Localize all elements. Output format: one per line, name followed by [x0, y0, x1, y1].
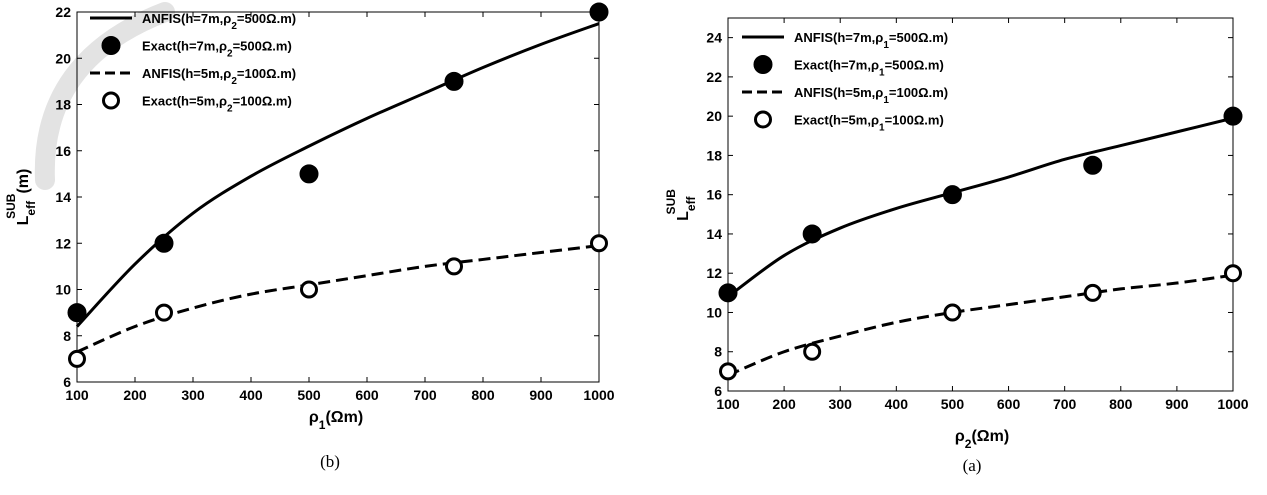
data-point-exact-h5: [943, 303, 962, 322]
x-tick-label: 900: [529, 387, 553, 403]
y-tick-label: 22: [55, 4, 71, 20]
legend: ANFIS(h=7m,ρ1=500Ω.m) Exact(h=7m,ρ1=500Ω.…: [742, 30, 948, 133]
y-tick-label: 8: [63, 328, 71, 344]
y-tick-label: 12: [55, 235, 71, 251]
y-tick-label: 18: [706, 147, 722, 163]
legend-entry-label: Exact(h=5m,ρ2=100Ω.m): [142, 94, 292, 115]
data-point-exact-h5: [803, 342, 822, 361]
data-point-exact-h5: [300, 280, 318, 299]
legend-marker-swatch: [101, 36, 121, 55]
x-tick-label: 200: [123, 387, 147, 403]
chart-panel-a: 100 200 300 400 500 600 700 800 900 1000 6 8 10 12 14 1…: [664, 17, 1249, 475]
legend-marker-swatch: [753, 55, 773, 74]
data-point-exact-h7: [154, 233, 174, 253]
x-tick-label: 300: [829, 396, 853, 412]
x-tick-label: 400: [885, 396, 909, 412]
data-point-exact-h7: [67, 303, 87, 323]
series-line-anfis-h5: [727, 273, 1234, 377]
data-point-exact-h5: [68, 349, 86, 368]
data-point-exact-h7: [444, 71, 464, 91]
y-tick-label: 10: [55, 282, 71, 298]
series-line-anfis-h5: [76, 244, 600, 354]
data-point-exact-h5: [1224, 264, 1242, 283]
x-tick-label: 400: [239, 387, 263, 403]
data-point-exact-h5: [590, 234, 608, 253]
x-tick-label: 800: [1109, 396, 1133, 412]
x-tick-label: 1000: [583, 387, 614, 403]
y-tick-label: 22: [706, 69, 722, 85]
data-point-exact-h5: [445, 257, 463, 276]
data-point-exact-h5: [155, 303, 173, 322]
y-tick-label: 20: [55, 50, 71, 66]
x-tick-label: 900: [1165, 396, 1189, 412]
panel-caption: (b): [320, 452, 340, 471]
legend-marker-swatch: [102, 91, 120, 110]
x-tick-label: 100: [65, 387, 89, 403]
data-point-exact-h7: [718, 283, 738, 303]
y-tick-label: 18: [55, 97, 71, 113]
y-axis-label: LeffSUB(m): [4, 169, 38, 226]
data-point-exact-h7: [942, 185, 962, 205]
x-tick-label: 800: [471, 387, 495, 403]
data-point-exact-h7: [1223, 106, 1243, 126]
y-axis-label: LeffSUB: [664, 189, 698, 221]
watermark-arc: [34, 2, 175, 190]
legend-entry-label: ANFIS(h=5m,ρ1=100Ω.m): [794, 85, 948, 106]
data-point-exact-h7: [589, 2, 609, 22]
data-point-exact-h5: [1083, 283, 1102, 302]
x-tick-label: 300: [181, 387, 205, 403]
y-tick-label: 10: [706, 304, 722, 320]
y-tick-label: 14: [55, 189, 71, 205]
legend-entry-label: ANFIS(h=5m,ρ2=100Ω.m): [142, 66, 296, 87]
legend-entry-label: ANFIS(h=7m,ρ2=500Ω.m): [142, 11, 296, 32]
y-tick-label: 6: [63, 374, 71, 390]
legend-entry-label: Exact(h=5m,ρ1=100Ω.m): [794, 113, 944, 134]
x-tick-label: 500: [297, 387, 321, 403]
x-tick-label: 700: [413, 387, 437, 403]
data-point-exact-h7: [1083, 155, 1103, 175]
chart-panel-b: 100 200 300 400 500 600 700 800 900 1000 6 8 10 12 14 1…: [4, 2, 615, 471]
y-tick-label: 20: [706, 108, 722, 124]
plot-area-frame: [727, 17, 1234, 392]
x-tick-label: 100: [716, 396, 740, 412]
y-tick-label: 12: [706, 265, 722, 281]
series-line-anfis-h7: [75, 22, 600, 328]
y-tick-label: 8: [714, 344, 722, 360]
y-tick-label: 16: [706, 187, 722, 203]
y-tick-label: 6: [714, 383, 722, 399]
y-tick-label: 16: [55, 143, 71, 159]
x-tick-label: 600: [355, 387, 379, 403]
legend-entry-label: ANFIS(h=7m,ρ1=500Ω.m): [794, 30, 948, 51]
x-tick-label: 600: [997, 396, 1021, 412]
x-axis-label: ρ2(Ωm): [955, 428, 1009, 451]
x-axis-label: ρ1(Ωm): [309, 409, 363, 432]
data-point-exact-h5: [719, 362, 737, 381]
y-tick-label: 24: [706, 30, 722, 46]
series-line-anfis-h7: [727, 116, 1234, 298]
legend-marker-swatch: [754, 110, 772, 129]
legend-entry-label: Exact(h=7m,ρ2=500Ω.m): [142, 39, 292, 60]
legend-entry-label: Exact(h=7m,ρ1=500Ω.m): [794, 58, 944, 79]
x-tick-label: 200: [772, 396, 796, 412]
x-tick-label: 500: [941, 396, 965, 412]
x-tick-label: 1000: [1217, 396, 1248, 412]
y-tick-label: 14: [706, 226, 722, 242]
data-point-exact-h7: [802, 224, 822, 244]
x-tick-label: 700: [1053, 396, 1077, 412]
data-point-exact-h7: [299, 164, 319, 184]
legend: ANFIS(h=7m,ρ2=500Ω.m) Exact(h=7m,ρ2=500Ω.…: [90, 11, 296, 114]
panel-caption: (a): [963, 456, 982, 475]
